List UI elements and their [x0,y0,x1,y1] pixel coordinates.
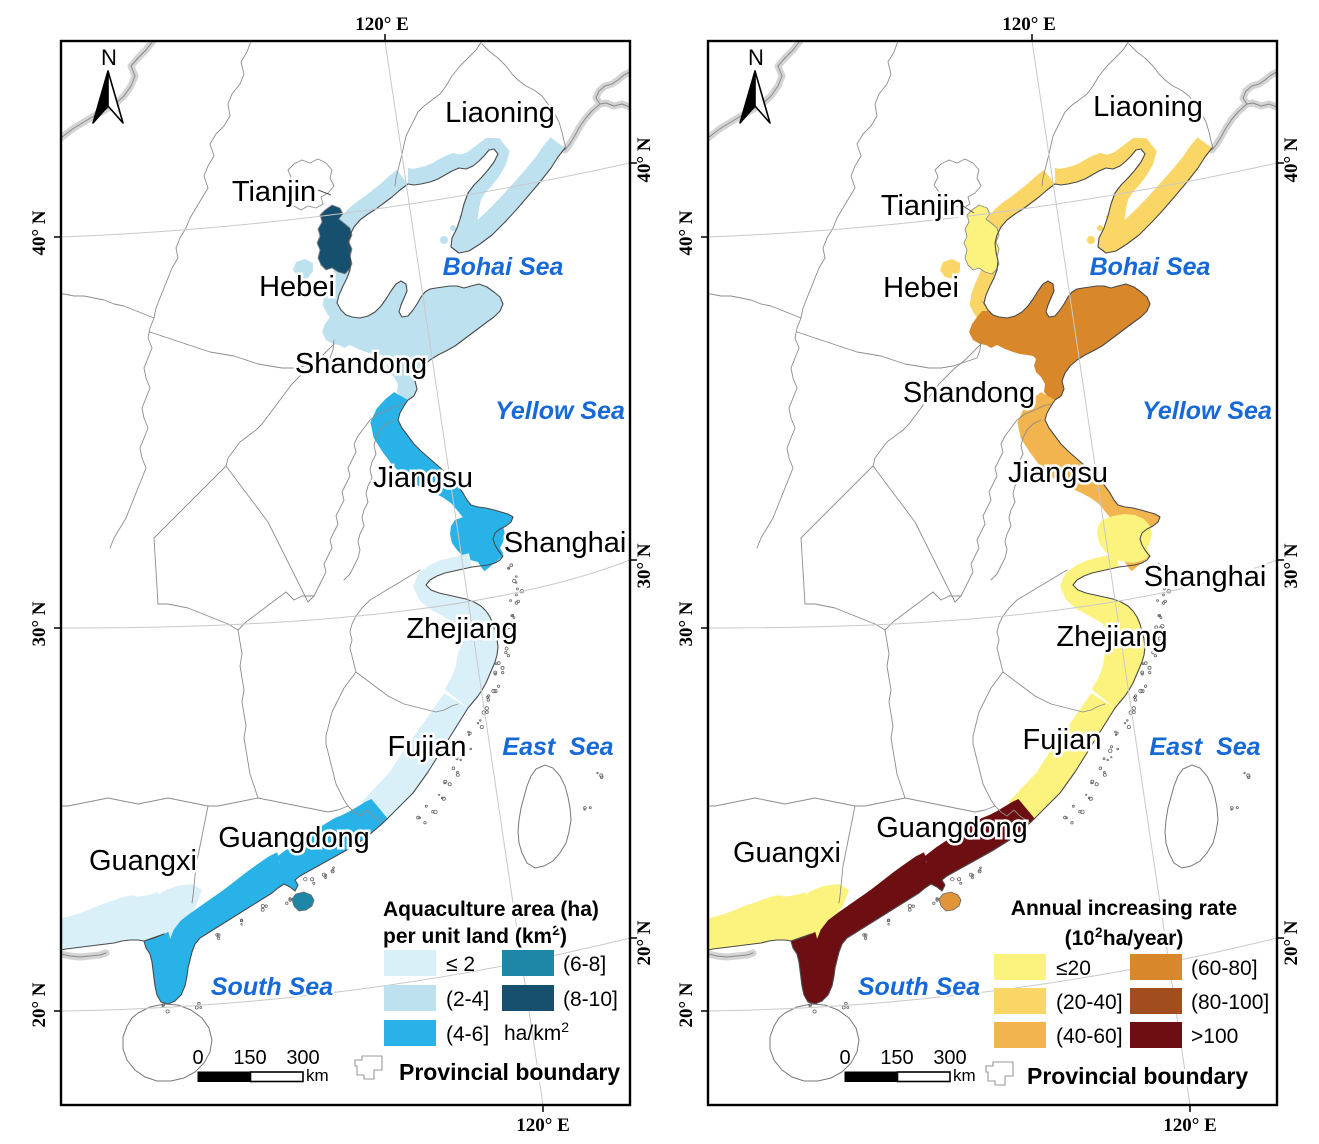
svg-text:120° E: 120° E [1163,1115,1217,1136]
svg-text:Provincial boundary: Provincial boundary [1027,1063,1248,1089]
svg-text:N: N [101,45,117,70]
svg-text:40° N: 40° N [634,137,655,182]
svg-text:Fujian: Fujian [1023,724,1102,756]
svg-text:Liaoning: Liaoning [445,97,555,129]
svg-text:(20-40]: (20-40] [1056,991,1123,1014]
svg-text:120° E: 120° E [355,14,409,35]
svg-text:Shanghai: Shanghai [1144,561,1267,593]
svg-text:Hebei: Hebei [883,272,959,304]
svg-text:150: 150 [233,1047,266,1069]
svg-text:South Sea: South Sea [858,973,980,1001]
svg-text:120° E: 120° E [516,1115,570,1136]
svg-text:0: 0 [192,1047,203,1069]
svg-text:ha/km2: ha/km2 [504,1019,569,1045]
svg-text:Zhejiang: Zhejiang [1056,621,1167,653]
svg-text:(4-6]: (4-6] [446,1023,489,1046]
svg-text:0: 0 [839,1047,850,1069]
svg-text:Jiangsu: Jiangsu [373,462,473,494]
svg-text:(102ha/year): (102ha/year) [1065,924,1184,950]
svg-text:Fujian: Fujian [388,731,467,763]
svg-text:Guangdong: Guangdong [218,822,370,854]
svg-text:Guangxi: Guangxi [733,837,841,869]
svg-text:30° N: 30° N [634,543,655,588]
svg-text:Tianjin: Tianjin [232,176,316,208]
svg-text:Shandong: Shandong [903,377,1035,409]
svg-text:East Sea: East Sea [502,733,613,761]
svg-text:Guangxi: Guangxi [89,845,197,877]
svg-text:40° N: 40° N [1281,137,1302,182]
svg-text:20° N: 20° N [29,982,50,1027]
svg-text:Guangdong: Guangdong [876,812,1028,844]
svg-text:20° N: 20° N [676,982,697,1027]
svg-text:≤ 2: ≤ 2 [446,953,475,976]
svg-text:150: 150 [880,1047,913,1069]
svg-text:>100: >100 [1191,1025,1238,1048]
svg-text:300: 300 [933,1047,966,1069]
svg-text:Bohai Sea: Bohai Sea [1090,253,1211,281]
svg-text:40° N: 40° N [29,210,50,255]
svg-text:Aquaculture area (ha): Aquaculture area (ha) [383,898,599,921]
svg-text:Shanghai: Shanghai [504,527,627,559]
svg-text:20° N: 20° N [1281,920,1302,965]
svg-text:20° N: 20° N [634,920,655,965]
svg-text:(2-4]: (2-4] [446,988,489,1011]
svg-text:(60-80]: (60-80] [1191,957,1258,980]
svg-text:South Sea: South Sea [211,973,333,1001]
svg-text:30° N: 30° N [1281,543,1302,588]
svg-text:Yellow Sea: Yellow Sea [1142,397,1272,425]
svg-text:Shandong: Shandong [295,348,427,380]
svg-text:120° E: 120° E [1002,14,1056,35]
svg-text:Liaoning: Liaoning [1093,91,1203,123]
svg-text:40° N: 40° N [676,210,697,255]
svg-text:30° N: 30° N [29,601,50,646]
svg-text:Annual increasing rate: Annual increasing rate [1011,897,1237,920]
svg-text:30° N: 30° N [676,601,697,646]
svg-text:Bohai Sea: Bohai Sea [443,253,564,281]
svg-text:per unit land (km2): per unit land (km2) [383,922,567,948]
svg-text:Zhejiang: Zhejiang [406,613,517,645]
svg-text:(6-8]: (6-8] [563,953,606,976]
svg-text:East Sea: East Sea [1149,733,1260,761]
svg-text:Tianjin: Tianjin [881,190,965,222]
svg-text:(80-100]: (80-100] [1191,991,1269,1014]
svg-text:Provincial boundary: Provincial boundary [399,1059,620,1085]
svg-text:Hebei: Hebei [259,271,335,303]
svg-text:N: N [748,45,764,70]
svg-text:Jiangsu: Jiangsu [1008,457,1108,489]
svg-text:km: km [953,1066,976,1085]
svg-text:km: km [306,1066,329,1085]
svg-text:Yellow Sea: Yellow Sea [495,397,625,425]
svg-text:300: 300 [286,1047,319,1069]
svg-text:(40-60]: (40-60] [1056,1025,1123,1048]
svg-text:≤20: ≤20 [1056,957,1091,980]
svg-text:(8-10]: (8-10] [563,988,618,1011]
